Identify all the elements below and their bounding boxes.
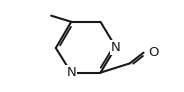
Text: N: N [66,66,76,79]
Text: N: N [111,41,121,54]
Text: O: O [148,46,159,59]
